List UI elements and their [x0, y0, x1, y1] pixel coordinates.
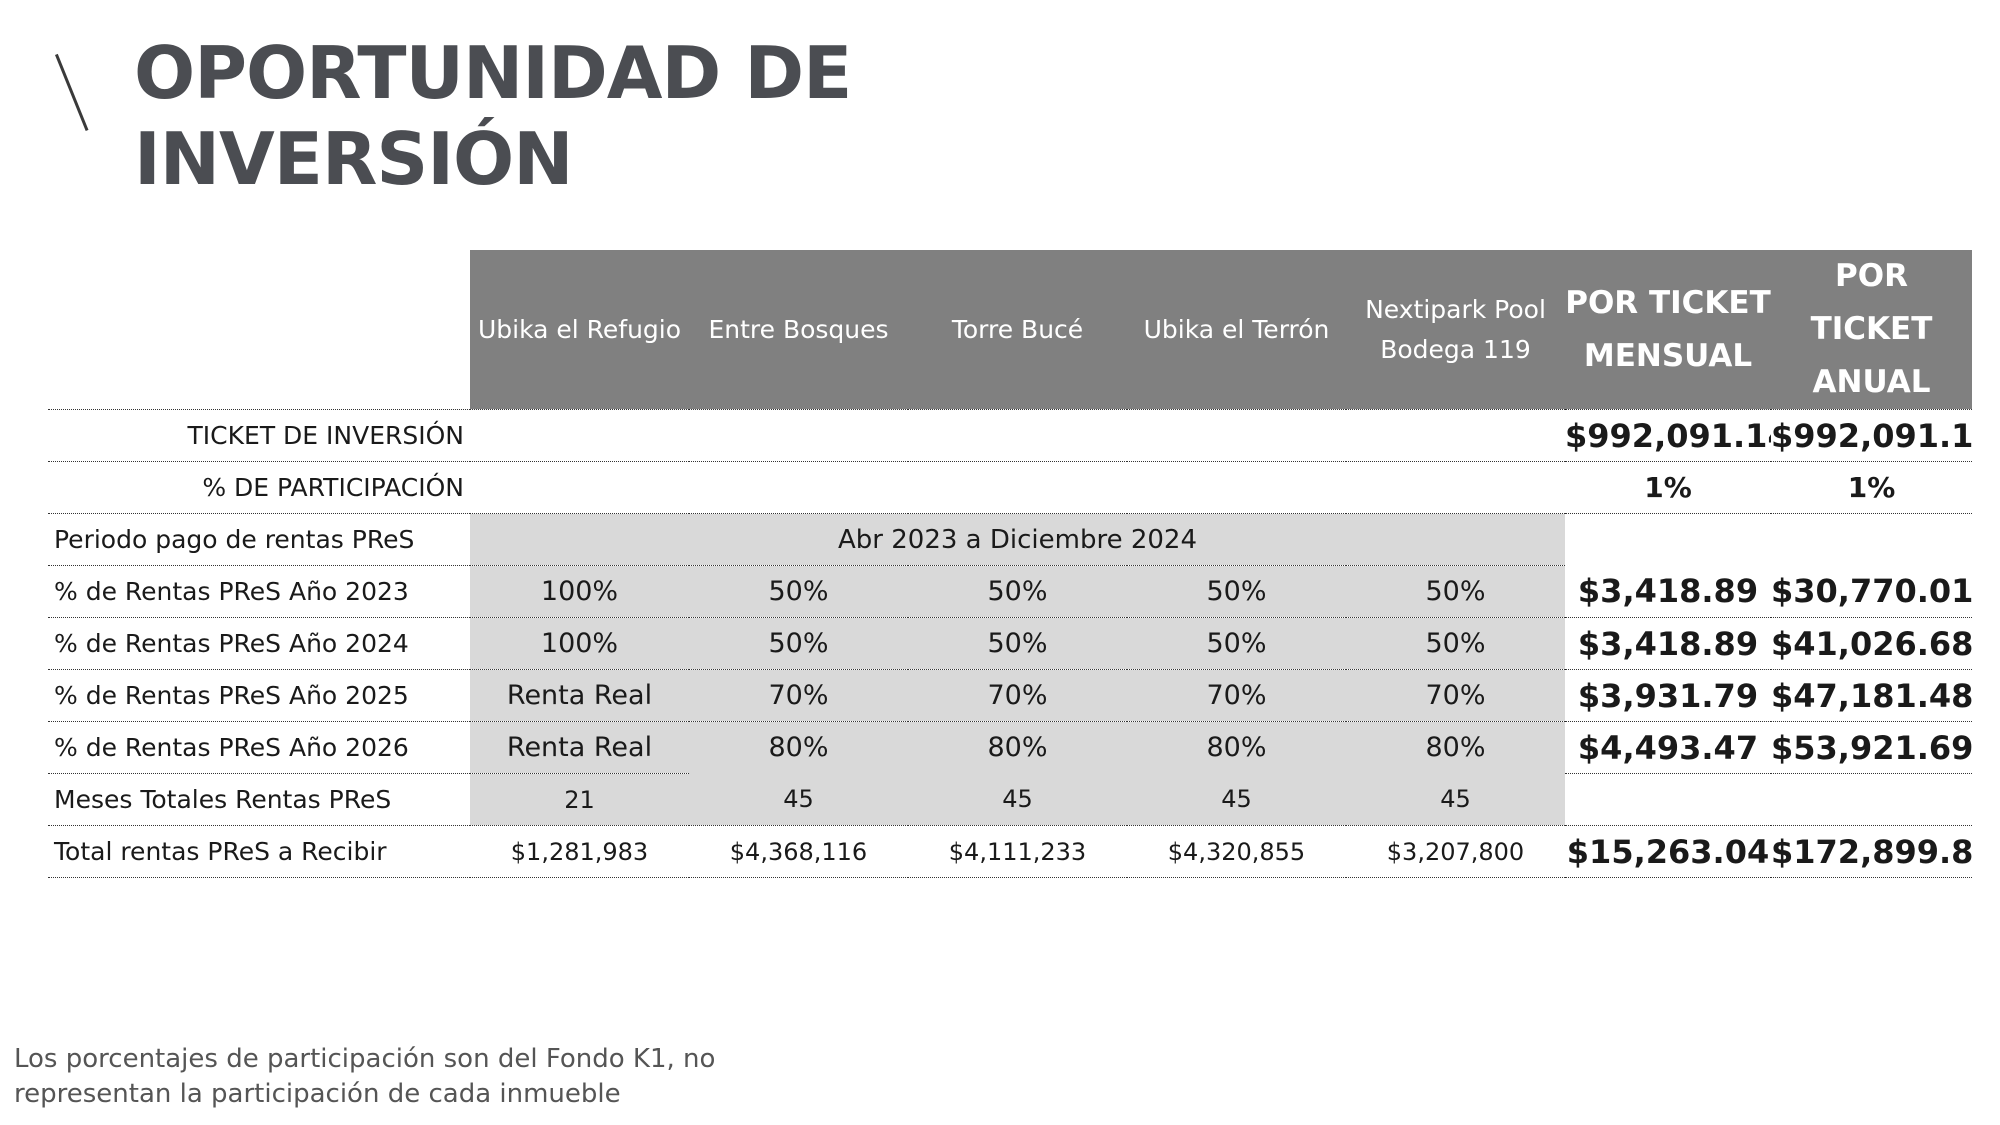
header-nextipark: Nextipark Pool Bodega 119: [1346, 250, 1565, 410]
footnote-line-1: Los porcentajes de participación son del…: [14, 1044, 716, 1074]
title-line-1: OPORTUNIDAD DE: [134, 31, 852, 115]
cell-value: $4,111,233: [908, 825, 1127, 878]
cell-value: 70%: [689, 669, 908, 722]
empty-cell: [1565, 514, 1972, 566]
cell-value: 80%: [908, 721, 1127, 774]
table-row-participacion: % DE PARTICIPACIÓN 1% 1%: [48, 461, 1972, 514]
cell-value: Renta Real: [470, 669, 689, 722]
anual-value: $47,181.48: [1771, 669, 1972, 722]
cell-value: 45: [689, 773, 908, 826]
table-row-2024: % de Rentas PReS Año 2024 100% 50% 50% 5…: [48, 617, 1972, 670]
table-row-ticket: TICKET DE INVERSIÓN $992,091.14 $992,091…: [48, 409, 1972, 462]
cell-value: 80%: [1346, 721, 1565, 774]
table-row-2025: % de Rentas PReS Año 2025 Renta Real 70%…: [48, 669, 1972, 722]
cell-value: 100%: [470, 617, 689, 670]
anual-value: $53,921.69: [1771, 721, 1972, 774]
cell-value: 70%: [1127, 669, 1346, 722]
cell-value: Renta Real: [470, 721, 689, 774]
cell-value: 45: [1346, 773, 1565, 826]
total-mensual-value: $15,263.04: [1565, 825, 1771, 878]
row-label: % DE PARTICIPACIÓN: [48, 461, 470, 514]
cell-value: 21: [470, 773, 689, 826]
empty-cell: [470, 409, 1565, 462]
header-ticket-anual: POR TICKET ANUAL: [1771, 250, 1972, 410]
header-ticket-mensual: POR TICKET MENSUAL: [1565, 250, 1771, 410]
cell-value: $4,320,855: [1127, 825, 1346, 878]
cell-value: $3,207,800: [1346, 825, 1565, 878]
cell-value: 70%: [908, 669, 1127, 722]
cell-value: 80%: [689, 721, 908, 774]
ticket-anual-value: $992,091.14: [1771, 409, 1972, 462]
footnote: Los porcentajes de participación son del…: [14, 1042, 814, 1112]
row-label: % de Rentas PReS Año 2023: [48, 565, 470, 618]
empty-cell: [470, 461, 1565, 514]
cell-value: 50%: [908, 565, 1127, 618]
mensual-value: $3,931.79: [1565, 669, 1771, 722]
table-row-2026: % de Rentas PReS Año 2026 Renta Real 80%…: [48, 721, 1972, 774]
header-torre-buce: Torre Bucé: [908, 250, 1127, 410]
cell-value: 45: [908, 773, 1127, 826]
participacion-mensual-value: 1%: [1565, 461, 1771, 514]
table-row-2023: % de Rentas PReS Año 2023 100% 50% 50% 5…: [48, 565, 1972, 618]
title-line-2: INVERSIÓN: [134, 117, 574, 201]
ticket-mensual-value: $992,091.14: [1565, 409, 1771, 462]
mensual-value: $4,493.47: [1565, 721, 1771, 774]
row-label: % de Rentas PReS Año 2024: [48, 617, 470, 670]
table-row-periodo: Periodo pago de rentas PReS Abr 2023 a D…: [48, 513, 1972, 566]
investment-table: Ubika el Refugio Entre Bosques Torre Buc…: [48, 250, 1972, 878]
anual-value: $41,026.68: [1771, 617, 1972, 670]
cell-value: 45: [1127, 773, 1346, 826]
empty-cell: [1565, 773, 1972, 826]
row-label: TICKET DE INVERSIÓN: [48, 409, 470, 462]
footnote-line-2: representan la participación de cada inm…: [14, 1079, 621, 1109]
row-label: Periodo pago de rentas PReS: [48, 513, 470, 566]
mensual-value: $3,418.89: [1565, 565, 1771, 618]
cell-value: 50%: [1127, 565, 1346, 618]
header-blank: [48, 250, 470, 410]
cell-value: 50%: [908, 617, 1127, 670]
row-label: % de Rentas PReS Año 2026: [48, 721, 470, 774]
anual-value: $30,770.01: [1771, 565, 1972, 618]
row-label: % de Rentas PReS Año 2025: [48, 669, 470, 722]
cell-value: 80%: [1127, 721, 1346, 774]
cell-value: 50%: [689, 565, 908, 618]
row-label: Total rentas PReS a Recibir: [48, 825, 470, 878]
cell-value: $1,281,983: [470, 825, 689, 878]
header-entre-bosques: Entre Bosques: [689, 250, 908, 410]
participacion-anual-value: 1%: [1771, 461, 1972, 514]
cell-value: 50%: [689, 617, 908, 670]
mensual-value: $3,418.89: [1565, 617, 1771, 670]
row-label: Meses Totales Rentas PReS: [48, 773, 470, 826]
cell-value: $4,368,116: [689, 825, 908, 878]
header-ubika-terron: Ubika el Terrón: [1127, 250, 1346, 410]
cell-value: 50%: [1346, 617, 1565, 670]
total-anual-value: $172,899.86: [1771, 825, 1972, 878]
table-row-total: Total rentas PReS a Recibir $1,281,983 $…: [48, 825, 1972, 878]
cell-value: 50%: [1127, 617, 1346, 670]
table-row-meses: Meses Totales Rentas PReS 21 45 45 45 45: [48, 773, 1972, 826]
cell-value: 50%: [1346, 565, 1565, 618]
header-ubika-refugio: Ubika el Refugio: [470, 250, 689, 410]
periodo-value: Abr 2023 a Diciembre 2024: [470, 513, 1565, 566]
header-row: Ubika el Refugio Entre Bosques Torre Buc…: [48, 250, 1972, 410]
cell-value: 70%: [1346, 669, 1565, 722]
decorative-slash: [55, 53, 89, 132]
cell-value: 100%: [470, 565, 689, 618]
page-title: OPORTUNIDAD DE INVERSIÓN: [134, 30, 852, 202]
